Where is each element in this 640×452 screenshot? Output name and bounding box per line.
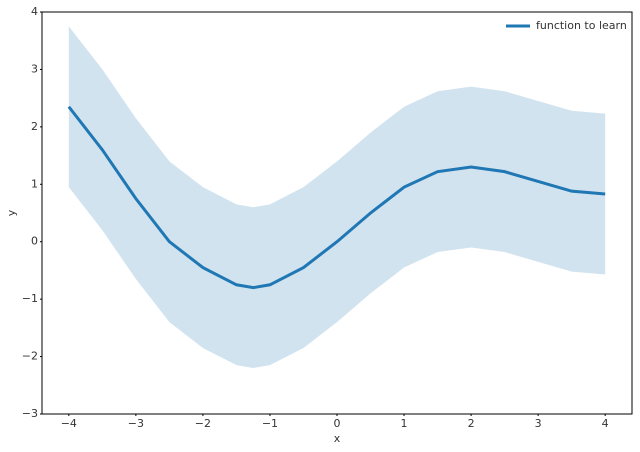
x-tick-label: 3 — [535, 417, 542, 430]
confidence-band — [68, 26, 606, 369]
y-tick-label: −3 — [22, 407, 38, 420]
y-tick-label: −1 — [22, 292, 38, 305]
x-tick-label: −3 — [128, 417, 144, 430]
x-tick-label: −4 — [61, 417, 77, 430]
plot-frame — [41, 11, 633, 415]
x-tick-label: −1 — [262, 417, 278, 430]
y-tick-label: 2 — [31, 120, 38, 133]
line — [67, 105, 606, 290]
legend-label: function to learn — [536, 19, 627, 32]
x-axis-label: x — [334, 432, 341, 445]
x-tick-label: 4 — [602, 417, 609, 430]
y-tick-label: −2 — [22, 350, 38, 363]
y-tick-label: 1 — [31, 177, 38, 190]
y-tick-label: 0 — [31, 235, 38, 248]
x-tick-label: 0 — [334, 417, 341, 430]
x-tick-label: −2 — [195, 417, 211, 430]
x-tick-label: 1 — [401, 417, 408, 430]
y-axis-label: y — [5, 209, 18, 216]
x-tick-label: 2 — [468, 417, 475, 430]
y-tick-label: 3 — [31, 62, 38, 75]
y-tick-label: 4 — [31, 5, 38, 18]
